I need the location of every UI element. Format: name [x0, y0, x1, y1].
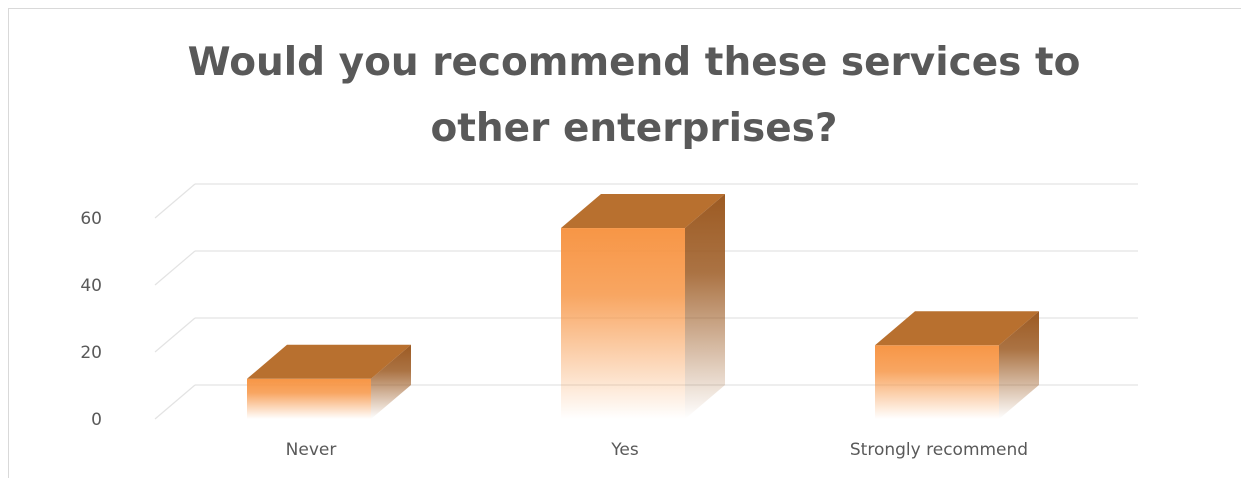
x-category-label: Yes: [610, 440, 639, 460]
bar: [875, 311, 1039, 419]
bar-top: [561, 194, 725, 229]
y-tick-label: 0: [91, 410, 102, 430]
bar-side: [999, 311, 1039, 419]
chart-title-line-1: Would you recommend these services to: [187, 40, 1081, 85]
gridline-depth: [154, 250, 196, 286]
bar-top: [247, 344, 411, 379]
bar-side: [371, 344, 411, 419]
gridline-depth: [154, 384, 196, 420]
bar: [247, 344, 411, 419]
x-category-label: Never: [286, 440, 337, 460]
gridline-depth: [154, 317, 196, 353]
bar: [561, 194, 725, 419]
bar-front: [561, 228, 685, 419]
gridline-depth: [154, 183, 196, 219]
x-category-label: Strongly recommend: [850, 440, 1028, 460]
chart-title-line-2: other enterprises?: [430, 106, 838, 151]
y-tick-label: 40: [80, 276, 102, 296]
bar-front: [247, 378, 371, 419]
y-tick-label: 20: [80, 343, 102, 363]
bar-front: [875, 345, 999, 419]
y-tick-label: 60: [80, 209, 102, 229]
chart-title: Would you recommend these services to ot…: [0, 30, 1241, 162]
chart-frame: [8, 8, 1241, 478]
bar-side: [685, 194, 725, 419]
bar-top: [875, 311, 1039, 346]
